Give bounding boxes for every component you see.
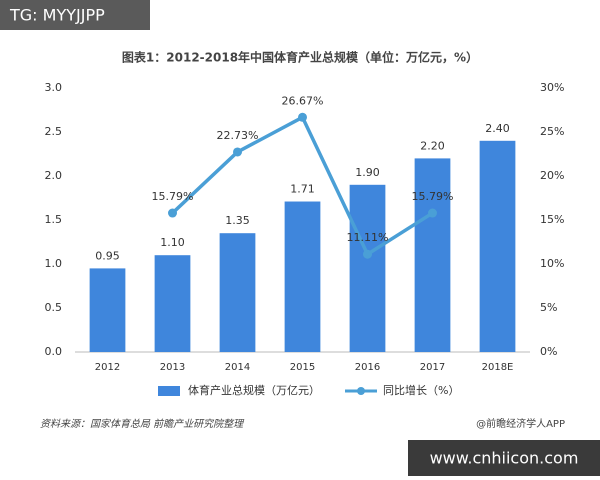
bar (154, 255, 191, 352)
line-label: 15.79% (412, 190, 454, 203)
y2-tick-label: 0% (540, 345, 557, 358)
y-tick-label: 1.5 (45, 213, 63, 226)
y-tick-label: 2.5 (45, 125, 63, 138)
line-point (363, 249, 372, 259)
website: www.cnhiicon.com (430, 449, 579, 468)
x-tick-label: 2012 (95, 362, 120, 373)
bar-label: 0.95 (95, 249, 120, 262)
line-point (168, 208, 177, 218)
bar-label: 1.71 (290, 183, 315, 196)
x-tick-label: 2015 (290, 362, 315, 373)
y-tick-label: 1.0 (45, 257, 63, 270)
line-point (233, 147, 242, 157)
watermark: TG: MYYJJPP (9, 6, 105, 25)
x-tick-label: 2013 (160, 362, 185, 373)
y2-tick-label: 15% (540, 213, 564, 226)
line-point (298, 112, 307, 122)
y2-tick-label: 25% (540, 125, 564, 138)
bar-label: 2.20 (420, 139, 445, 152)
y-tick-label: 0.5 (45, 301, 63, 314)
bar-label: 1.35 (225, 214, 250, 227)
bar-label: 2.40 (485, 122, 510, 135)
line-label: 11.11% (347, 231, 389, 244)
line-label: 22.73% (217, 129, 259, 142)
bar (349, 184, 386, 352)
x-tick-label: 2016 (355, 362, 380, 373)
x-tick-label: 2018E (482, 362, 514, 373)
y-tick-label: 3.0 (45, 81, 63, 94)
watermark-box (0, 0, 150, 30)
y2-tick-label: 20% (540, 169, 564, 182)
y2-tick-label: 30% (540, 81, 564, 94)
bar (414, 158, 451, 352)
x-tick-label: 2017 (420, 362, 445, 373)
bar-label: 1.90 (355, 166, 380, 179)
bar (219, 233, 256, 352)
y2-tick-label: 10% (540, 257, 564, 270)
credit: @前瞻经济学人APP (476, 417, 565, 430)
bar (284, 201, 321, 352)
website-box (408, 440, 600, 476)
y-tick-label: 2.0 (45, 169, 63, 182)
chart-title: 图表1：2012-2018年中国体育产业总规模（单位：万亿元，%） (122, 50, 478, 65)
source: 资料来源：国家体育总局 前瞻产业研究院整理 (40, 418, 245, 430)
bar (479, 140, 516, 352)
y2-tick-label: 5% (540, 301, 557, 314)
line-label: 15.79% (152, 190, 194, 203)
legend-swatch (158, 386, 180, 396)
y-tick-label: 0.0 (45, 345, 63, 358)
legend-label: 同比增长（%） (383, 383, 459, 397)
bar (89, 268, 126, 352)
legend-label: 体育产业总规模（万亿元） (188, 383, 320, 397)
bar-label: 1.10 (160, 236, 185, 249)
line-point (428, 208, 437, 218)
x-tick-label: 2014 (225, 362, 250, 373)
legend-swatch (357, 387, 365, 395)
line-label: 26.67% (282, 94, 324, 107)
